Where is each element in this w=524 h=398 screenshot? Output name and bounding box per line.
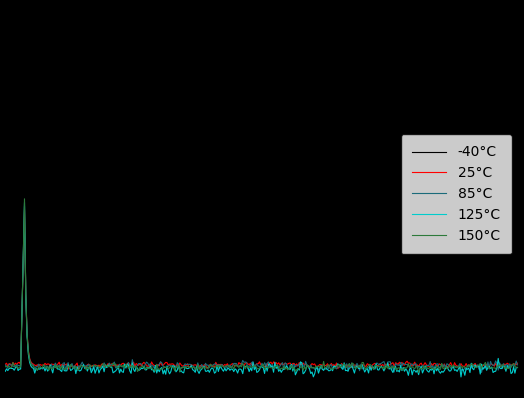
25°C: [171, 363, 178, 368]
Line: 150°C: 150°C: [5, 199, 518, 373]
25°C: [65, 367, 71, 371]
25°C: [377, 361, 383, 366]
125°C: [373, 361, 379, 366]
-40°C: [170, 361, 177, 366]
85°C: [515, 363, 521, 367]
-40°C: [495, 366, 501, 371]
85°C: [325, 366, 332, 371]
-40°C: [376, 362, 382, 367]
Legend: -40°C, 25°C, 85°C, 125°C, 150°C: -40°C, 25°C, 85°C, 125°C, 150°C: [401, 134, 512, 254]
150°C: [373, 363, 379, 368]
85°C: [376, 363, 382, 367]
25°C: [374, 363, 380, 368]
85°C: [65, 360, 71, 365]
Line: 25°C: 25°C: [5, 210, 518, 369]
150°C: [65, 364, 71, 369]
85°C: [21, 204, 28, 209]
125°C: [170, 363, 177, 368]
150°C: [2, 364, 8, 369]
125°C: [21, 200, 28, 205]
125°C: [65, 362, 71, 367]
125°C: [206, 370, 213, 375]
85°C: [170, 363, 177, 368]
150°C: [416, 370, 422, 375]
25°C: [21, 207, 28, 212]
85°C: [478, 370, 485, 375]
25°C: [208, 362, 214, 367]
-40°C: [65, 362, 71, 367]
25°C: [327, 363, 333, 368]
-40°C: [515, 360, 521, 365]
-40°C: [373, 361, 379, 365]
125°C: [515, 365, 521, 370]
-40°C: [2, 359, 8, 364]
25°C: [75, 367, 82, 372]
125°C: [325, 369, 332, 373]
150°C: [515, 365, 521, 370]
85°C: [373, 361, 379, 366]
150°C: [206, 364, 213, 369]
85°C: [206, 365, 213, 370]
150°C: [325, 363, 332, 367]
150°C: [21, 197, 28, 201]
25°C: [2, 362, 8, 367]
25°C: [515, 361, 521, 365]
150°C: [170, 365, 177, 369]
125°C: [2, 369, 8, 374]
Line: -40°C: -40°C: [5, 213, 518, 369]
125°C: [458, 375, 464, 379]
-40°C: [325, 362, 332, 367]
125°C: [376, 368, 382, 373]
-40°C: [206, 361, 213, 365]
Line: 85°C: 85°C: [5, 206, 518, 373]
-40°C: [21, 211, 28, 216]
Line: 125°C: 125°C: [5, 203, 518, 377]
85°C: [2, 363, 8, 367]
150°C: [376, 364, 382, 369]
